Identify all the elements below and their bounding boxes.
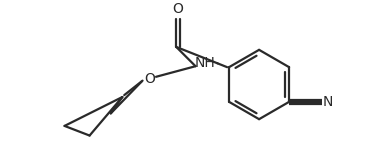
Text: N: N <box>323 95 333 109</box>
Text: O: O <box>144 72 155 86</box>
Text: NH: NH <box>195 56 216 70</box>
Text: O: O <box>173 2 184 16</box>
